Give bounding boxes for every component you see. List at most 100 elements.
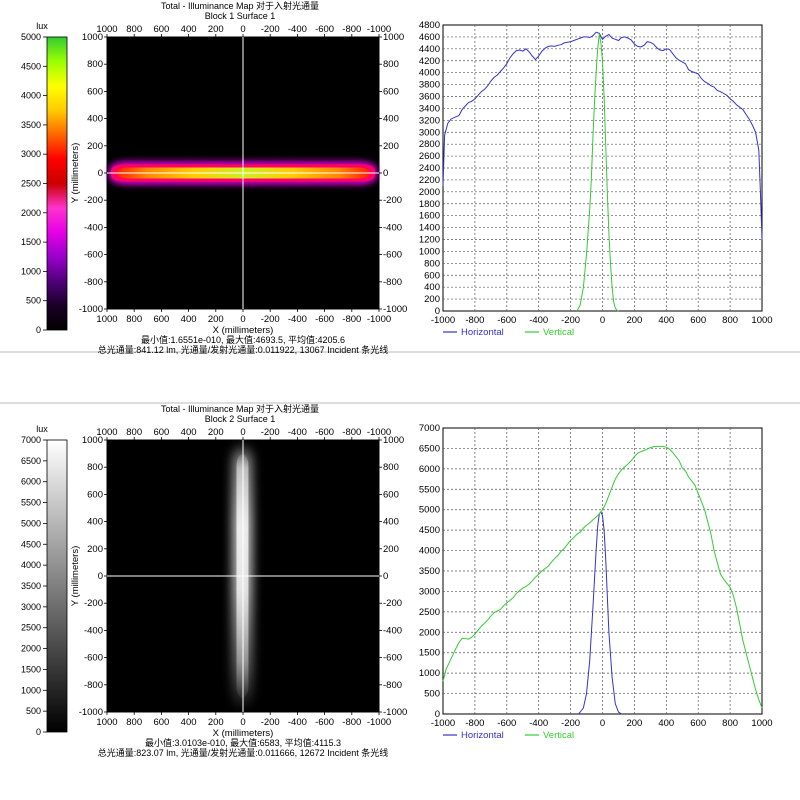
map-title: Total - Illuminance Map 对于入射光通量 (161, 0, 319, 11)
x-tick-label: -800 (465, 718, 484, 729)
y-tick-label: 5000 (419, 505, 440, 516)
y-axis-label: Y (millimeters) (70, 546, 81, 607)
colorbar-tick-label: 2500 (21, 179, 41, 189)
y-tick-label-right: 400 (383, 517, 399, 528)
y-tick-label-right: -800 (383, 277, 402, 288)
x-tick-label-top: -600 (315, 427, 334, 438)
x-tick-label: -400 (529, 315, 548, 326)
x-tick-label-top: 400 (181, 427, 197, 438)
y-tick-label-left: 200 (87, 544, 103, 555)
y-tick-label-left: 400 (87, 517, 103, 528)
x-tick-label: -200 (561, 315, 580, 326)
colorbar-tick-label: 1000 (21, 266, 41, 276)
x-tick-label-bottom: -1000 (367, 314, 391, 325)
x-tick-label: -800 (465, 315, 484, 326)
x-tick-label: -1000 (431, 315, 455, 326)
y-tick-label-right: -200 (383, 598, 402, 609)
x-tick-label-top: -600 (315, 24, 334, 35)
x-tick-label-top: 1000 (96, 24, 117, 35)
colorbar-tick-label: 4000 (21, 91, 41, 101)
y-tick-label-right: 1000 (383, 32, 404, 43)
x-tick-label-bottom: -200 (261, 314, 280, 325)
y-tick-label: 4800 (419, 20, 440, 31)
y-tick-label-left: 0 (98, 571, 103, 582)
y-tick-label-left: -600 (84, 250, 103, 261)
y-tick-label-right: 1000 (383, 435, 404, 446)
y-tick-label-right: 200 (383, 141, 399, 152)
x-tick-label-bottom: 400 (181, 717, 197, 728)
y-tick-label: 6000 (419, 464, 440, 475)
colorbar-tick-label: 5500 (21, 498, 41, 508)
colorbar-tick-label: 1500 (21, 664, 41, 674)
x-tick-label-bottom: 600 (153, 717, 169, 728)
y-tick-label-right: -200 (383, 195, 402, 206)
colorbar-tick-label: 4500 (21, 539, 41, 549)
y-tick-label: 1400 (419, 223, 440, 234)
x-tick-label-bottom: 800 (126, 314, 142, 325)
colorbar-tick-label: 7000 (21, 435, 41, 445)
y-tick-label: 7000 (419, 423, 440, 434)
colorbar-tick-label: 3500 (21, 581, 41, 591)
x-tick-label-bottom: 0 (240, 717, 245, 728)
y-tick-label-left: 1000 (82, 32, 103, 43)
x-tick-label-bottom: 1000 (96, 314, 117, 325)
y-tick-label-left: 800 (87, 59, 103, 70)
colorbar-tick-label: 500 (26, 706, 41, 716)
x-tick-label: 200 (626, 718, 642, 729)
y-tick-label-left: -800 (84, 680, 103, 691)
x-tick-label-top: 0 (240, 24, 245, 35)
x-tick-label: -600 (497, 718, 516, 729)
colorbar-tick-label: 4500 (21, 61, 41, 71)
x-axis-label: X (millimeters) (213, 728, 274, 739)
x-tick-label-top: 0 (240, 427, 245, 438)
y-tick-label: 1000 (419, 246, 440, 257)
y-tick-label: 1800 (419, 199, 440, 210)
x-tick-label: 400 (658, 315, 674, 326)
y-tick-label: 0 (435, 709, 440, 720)
stats-line: 最小值:1.6551e-010, 最大值:4693.5, 平均值:4205.6 (141, 334, 345, 345)
y-tick-label-right: 600 (383, 86, 399, 97)
x-tick-label-bottom: -600 (315, 717, 334, 728)
x-tick-label-top: 200 (208, 427, 224, 438)
series-line-vertical (576, 33, 619, 312)
x-tick-label-bottom: 600 (153, 314, 169, 325)
series-line-vertical (442, 445, 763, 709)
y-tick-label: 600 (424, 270, 440, 281)
y-tick-label-left: 1000 (82, 435, 103, 446)
y-tick-label: 6500 (419, 443, 440, 454)
y-tick-label: 3800 (419, 80, 440, 91)
x-tick-label-bottom: 0 (240, 314, 245, 325)
x-tick-label-bottom: -1000 (367, 717, 391, 728)
x-tick-label-top: -400 (288, 427, 307, 438)
y-tick-label-right: 800 (383, 462, 399, 473)
legend-label: Vertical (543, 327, 574, 338)
y-tick-label-left: -1000 (79, 304, 103, 315)
map-subtitle: Block 1 Surface 1 (205, 11, 276, 21)
y-tick-label: 2800 (419, 139, 440, 150)
y-tick-label: 4600 (419, 32, 440, 43)
x-tick-label-bottom: 200 (208, 314, 224, 325)
x-tick-label: -400 (529, 718, 548, 729)
x-tick-label: 600 (690, 315, 706, 326)
x-tick-label-top: -800 (342, 427, 361, 438)
y-tick-label: 1200 (419, 235, 440, 246)
y-tick-label-left: 200 (87, 141, 103, 152)
y-tick-label-left: 600 (87, 489, 103, 500)
y-tick-label-left: -800 (84, 277, 103, 288)
x-tick-label: 800 (722, 315, 738, 326)
y-tick-label-right: -800 (383, 680, 402, 691)
x-tick-label-bottom: 1000 (96, 717, 117, 728)
stats-line: 最小值:3.0103e-010, 最大值:6583, 平均值:4115.3 (145, 737, 341, 748)
colorbar-tick-label: 2000 (21, 644, 41, 654)
y-tick-label-left: -400 (84, 625, 103, 636)
x-tick-label-top: 800 (126, 24, 142, 35)
y-tick-label-right: 0 (383, 571, 388, 582)
y-tick-label-left: -200 (84, 195, 103, 206)
colorbar-tick-label: 1500 (21, 237, 41, 247)
y-tick-label: 2500 (419, 607, 440, 618)
colorbar-tick-label: 500 (26, 296, 41, 306)
y-tick-label-left: 0 (98, 168, 103, 179)
series-line-horizontal (442, 31, 763, 240)
x-tick-label-bottom: -400 (288, 717, 307, 728)
y-tick-label: 1000 (419, 668, 440, 679)
